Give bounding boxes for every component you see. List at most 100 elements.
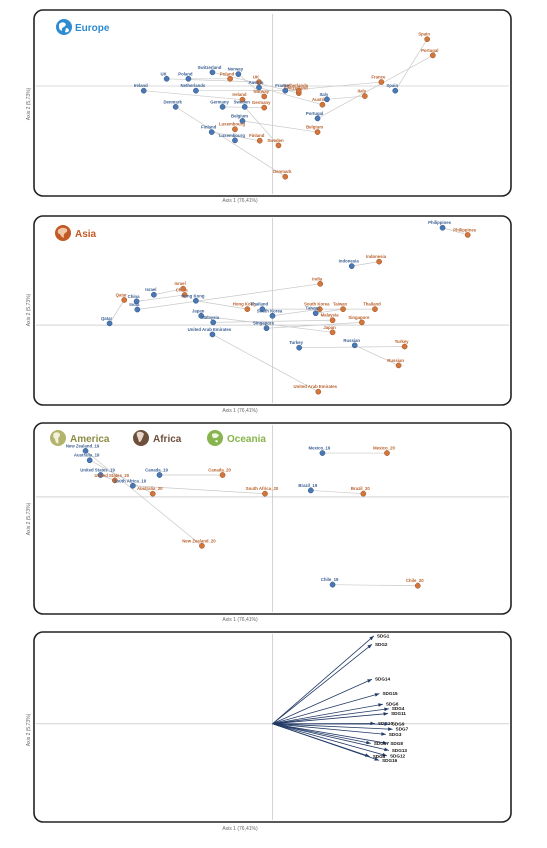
sdg-arrowhead-sdg9	[384, 722, 389, 726]
asia-label-japan-2020: Japan	[323, 325, 336, 330]
asia-label-south-korea-2020: South Korea	[304, 302, 330, 307]
asia-label-qatar-2019: Qatar	[101, 316, 113, 321]
america-point-canada-19-2019	[156, 472, 163, 478]
europe-trajectory-denmark	[175, 106, 286, 178]
asia-label-united-arab-emirates-2019: United Arab Emirates	[188, 327, 232, 332]
america-trajectory-new-zealand	[85, 450, 203, 547]
europe-trajectory-italy	[326, 95, 365, 100]
asia-label-japan-2019: Japan	[192, 308, 205, 313]
asia-trajectory-israel	[153, 288, 184, 296]
europe-label-belgium-2019: Belgium	[231, 113, 248, 118]
asia-trajectory-south-korea	[272, 308, 320, 317]
europe-label-ireland-2020: Ireland	[232, 92, 246, 97]
asia-trajectory-malaysia	[213, 319, 333, 323]
europe-label-norway-2019: Norway	[228, 67, 244, 72]
europe-label-ireland-2019: Ireland	[134, 83, 148, 88]
europe-label-luxembourg-2019: Luxembourg	[219, 133, 245, 138]
america-point-south-africa-20-2020	[262, 490, 268, 497]
asia-label-thailand-2020: Thailand	[363, 302, 381, 307]
sdg-vector-sdg17	[272, 723, 371, 744]
europe-point-sweden-2019	[241, 104, 248, 110]
asia-trajectory-japan	[201, 315, 333, 333]
sdg-label-sdg15: SDG15	[382, 691, 398, 696]
america-point-chile-20-2020	[414, 582, 421, 589]
sdg-vector-sdg16	[272, 723, 380, 761]
asia-label-china-2019: China	[128, 294, 141, 299]
asia-trajectory-indonesia	[351, 261, 380, 267]
europe-point-switzerland-2019	[209, 69, 216, 76]
europe-trajectory-austria	[258, 87, 323, 106]
sdg-label-sdg5: SDG5	[373, 754, 386, 759]
america-trajectory-brazil	[310, 490, 364, 495]
america-point-chile-19-2019	[329, 581, 336, 588]
asia-point-south-korea-2020	[316, 306, 323, 312]
oceania-title: Oceania	[227, 434, 266, 445]
asia-label-taiwan-2020: Taiwan	[333, 302, 348, 307]
america-point-new-zealand-19-2019	[82, 448, 89, 454]
europe-label-portugal-2019: Portugal	[306, 111, 323, 116]
asia-label-philippines-2020: Philippines	[453, 227, 477, 232]
europe-point-spain-2019	[392, 87, 399, 94]
asia-point-turkey-2020	[401, 343, 408, 350]
sdg-label-sdg6: SDG6	[386, 702, 399, 707]
asia-point-israel-2019	[151, 291, 157, 298]
asia-point-philippines-2020	[464, 232, 471, 238]
america-y-axis-title: Axis 2 (5,73%)	[26, 502, 32, 536]
europe-label-austria-2020: Austria	[312, 97, 327, 102]
asia-label-taiwan-2019: Taiwan	[306, 306, 321, 311]
europe-label-italy-2020: Italy	[358, 89, 367, 94]
asia-point-china-2020	[181, 292, 188, 298]
sdg-arrowhead-sdg14	[367, 679, 372, 683]
asia-globe-icon	[55, 225, 71, 241]
sdg-vector-sdg4	[272, 708, 389, 725]
america-label-mexico-19-2019: Mexico_19	[309, 446, 331, 451]
asia-trajectory-china	[136, 294, 185, 302]
asia-trajectory-philippines	[442, 227, 468, 236]
europe-trajectory-ireland	[143, 90, 243, 101]
europe-point-poland-2020	[227, 75, 233, 82]
asia-label-united-arab-emirates-2020: United Arab Emirates	[294, 384, 338, 389]
asia-x-axis-title: Axis 1 (76,41%)	[222, 408, 258, 414]
america-label-canada-20-2020: Canada_20	[208, 467, 231, 472]
america-point-brazil-20-2020	[360, 490, 367, 497]
sdg-arrowhead-sdg1	[369, 635, 374, 641]
europe-trajectory-france	[285, 81, 382, 92]
asia-y-axis-title: Axis 2 (5,73%)	[26, 293, 32, 327]
europe-point-sweden-2020	[275, 142, 282, 149]
asia-point-united-arab-emirates-2019	[209, 331, 216, 338]
europe-label-poland-2019: Poland	[178, 71, 193, 76]
europe-label-denmark-2019: Denmark	[163, 99, 182, 104]
america-label-australia-20-2020: Australia_20	[137, 486, 163, 491]
asia-point-united-arab-emirates-2020	[315, 388, 322, 395]
europe-point-netherlands-2019	[193, 87, 199, 94]
sdg-vector-sdg1	[272, 635, 375, 725]
europe-point-france-2019	[282, 87, 289, 94]
europe-point-austria-2020	[319, 101, 326, 108]
sdg-vector-sdg13	[272, 723, 389, 751]
asia-label-india-2019: India	[129, 302, 140, 307]
europe-point-ireland-2019	[140, 87, 147, 94]
america-point-australia-19-2019	[86, 457, 93, 464]
asia-point-philippines-2019	[439, 224, 446, 231]
europe-point-norway-2020	[261, 93, 268, 100]
america-label-chile-20-2020: Chile_20	[406, 578, 424, 583]
europe-label-germany-2020: Germany	[252, 100, 271, 105]
asia-trajectory-india	[137, 283, 321, 310]
asia-trajectory-russian	[354, 345, 399, 366]
asia-point-singapore-2020	[358, 319, 365, 326]
sdg-vector-sdg12	[272, 723, 388, 757]
sdg-label-sdg12: SDG12	[390, 753, 406, 758]
asia-point-malaysia-2020	[329, 317, 336, 324]
asia-trajectory-united-arab-emirates	[212, 334, 319, 393]
europe-label-poland-2020: Poland	[220, 71, 235, 76]
europe-point-belgium-2020	[314, 129, 321, 135]
sdg-label-sdg8: SDG8	[390, 741, 403, 746]
asia-label-turkey-2019: Turkey	[289, 340, 303, 345]
america-point-canada-20-2020	[219, 472, 226, 478]
europe-point-finland-2020	[256, 137, 263, 144]
europe-label-portugal-2020: Portugal	[421, 48, 438, 53]
europe-point-norway-2019	[235, 71, 242, 77]
america-label-australia-19-2019: Australia_19	[74, 453, 100, 458]
asia-point-indonesia-2019	[348, 263, 355, 269]
